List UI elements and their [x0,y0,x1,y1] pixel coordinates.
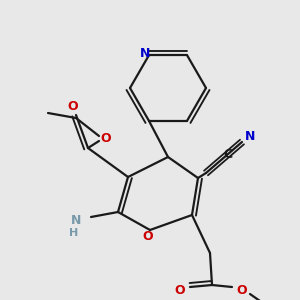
Text: N: N [71,214,81,226]
Text: O: O [101,131,111,145]
Text: C: C [224,148,232,161]
Text: O: O [143,230,153,244]
Text: H: H [69,228,79,238]
Text: O: O [68,100,78,112]
Text: O: O [237,284,247,296]
Text: O: O [175,284,185,296]
Text: N: N [140,46,150,60]
Text: N: N [245,130,255,143]
